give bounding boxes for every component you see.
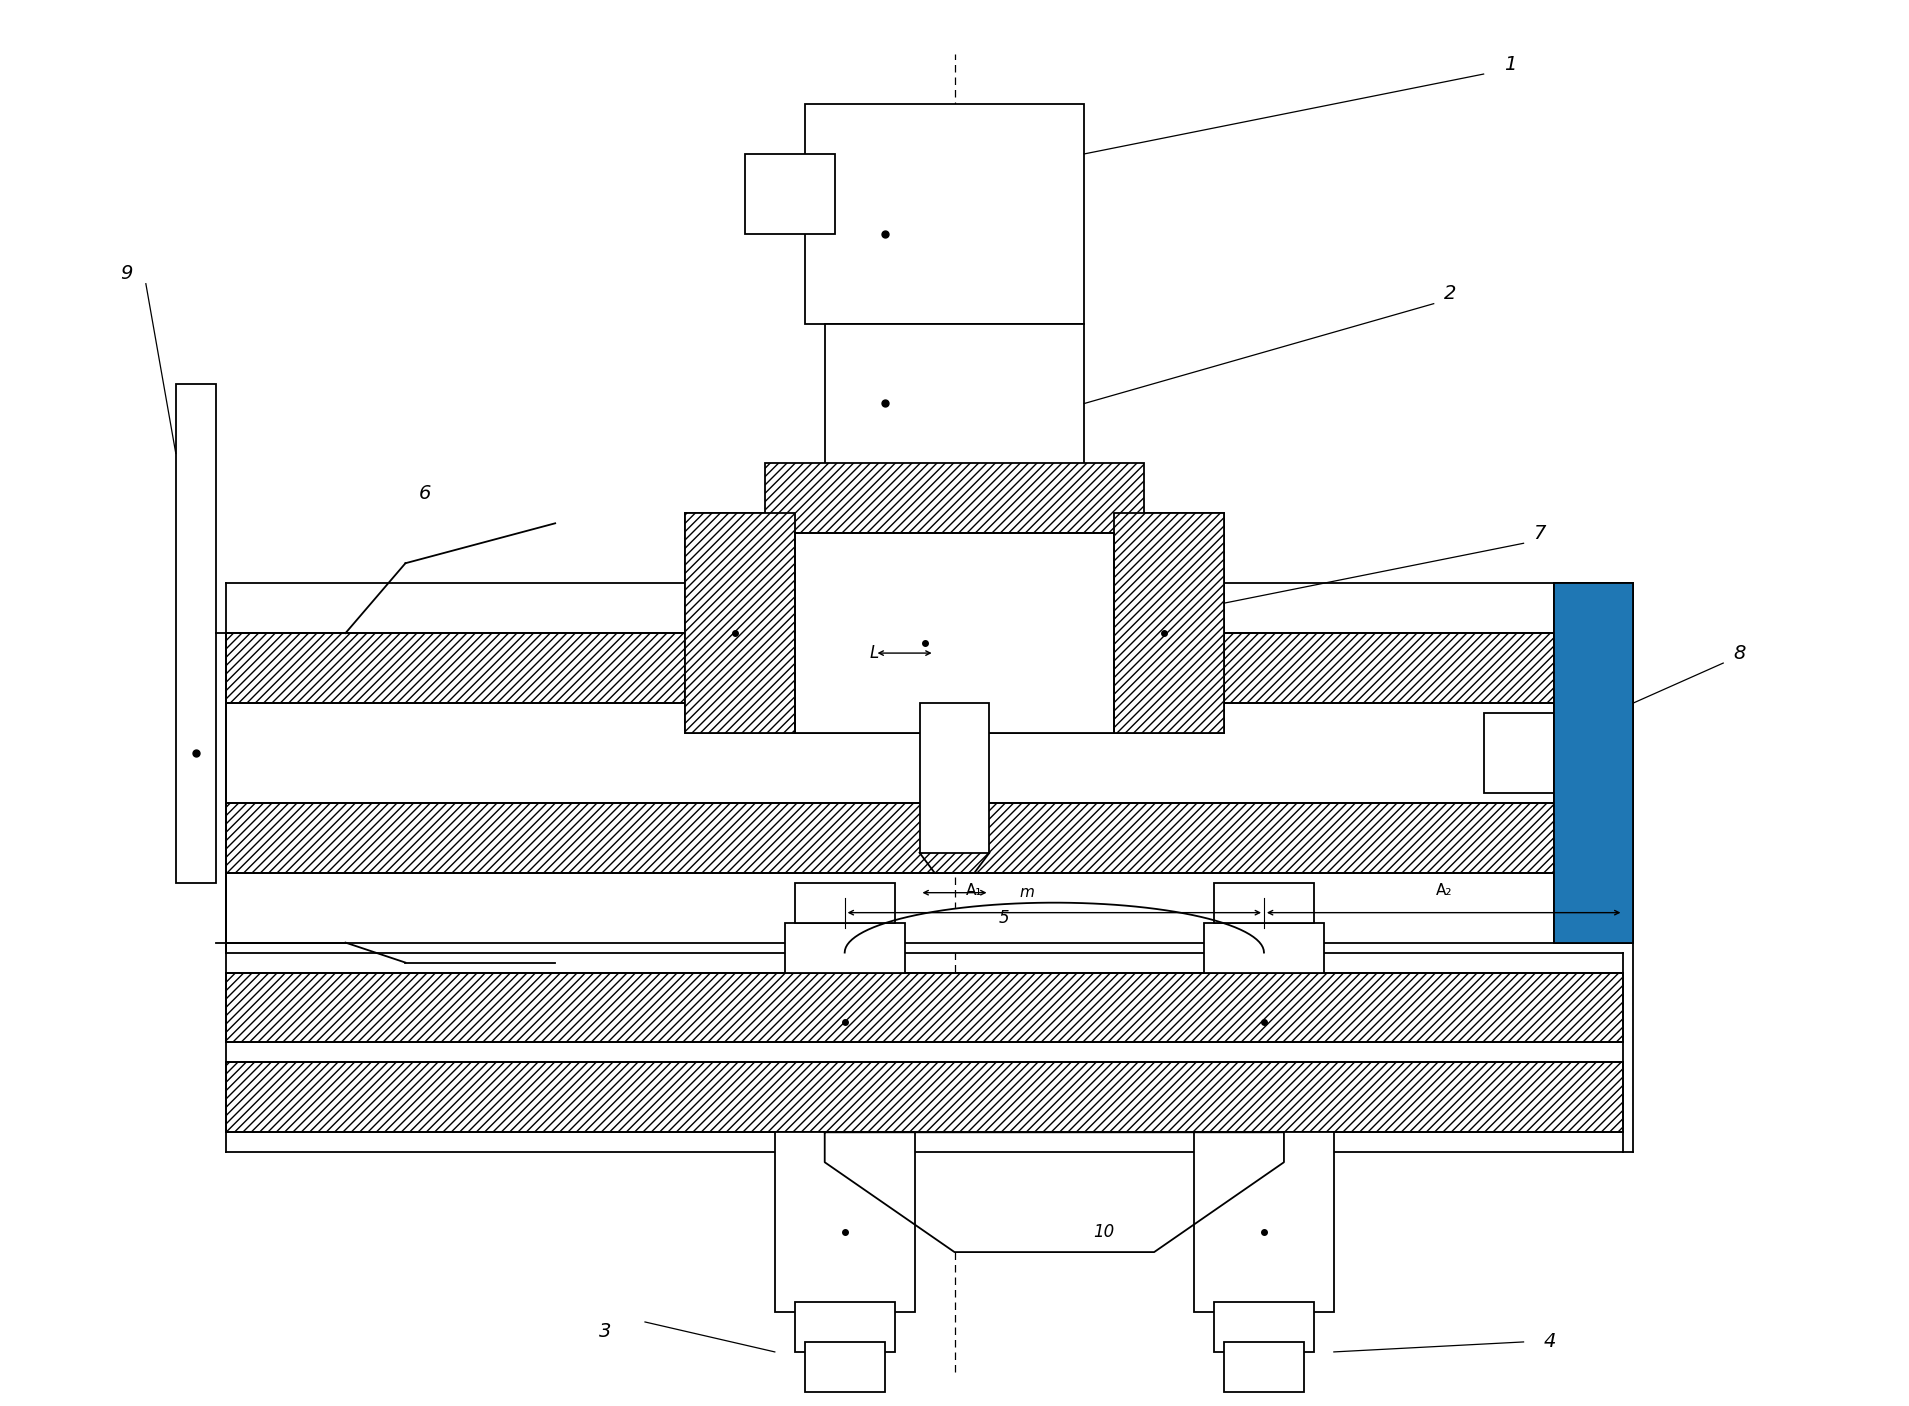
Bar: [225, 633, 1623, 703]
Polygon shape: [825, 1132, 1285, 1253]
Text: 2: 2: [1443, 284, 1457, 304]
Text: 5: 5: [998, 908, 1010, 927]
Text: A₂: A₂: [1436, 883, 1453, 897]
Bar: [794, 1302, 895, 1353]
Bar: [1205, 922, 1323, 973]
Bar: [225, 1063, 1623, 1132]
Bar: [1195, 1132, 1334, 1312]
Bar: [225, 1042, 1623, 1063]
Bar: [806, 1341, 884, 1392]
Text: 10: 10: [1094, 1223, 1115, 1241]
Bar: [225, 703, 1623, 803]
Text: 4: 4: [1544, 1333, 1556, 1351]
Bar: [785, 922, 905, 973]
Bar: [685, 513, 794, 733]
Bar: [225, 973, 1623, 1042]
Bar: [685, 513, 1224, 733]
Bar: [1224, 1341, 1304, 1392]
Text: 8: 8: [1733, 644, 1745, 662]
Text: L: L: [871, 644, 880, 662]
Text: 7: 7: [1533, 524, 1546, 543]
Bar: [1554, 583, 1634, 942]
Bar: [1554, 583, 1634, 942]
Bar: [920, 703, 989, 853]
Bar: [176, 384, 216, 883]
Bar: [794, 883, 895, 922]
Bar: [794, 533, 1115, 733]
Text: A₁: A₁: [966, 883, 983, 897]
Bar: [225, 803, 1623, 873]
Bar: [1214, 1302, 1313, 1353]
Bar: [806, 104, 1084, 323]
Polygon shape: [844, 903, 1264, 953]
Bar: [775, 1132, 914, 1312]
Text: 3: 3: [599, 1323, 611, 1341]
Bar: [1483, 713, 1554, 793]
Text: 6: 6: [420, 484, 431, 503]
Bar: [745, 153, 834, 233]
Text: 1: 1: [1504, 55, 1516, 73]
Bar: [1214, 883, 1313, 922]
Text: 9: 9: [120, 264, 132, 283]
Bar: [1115, 513, 1224, 733]
Bar: [766, 464, 1143, 533]
Bar: [825, 323, 1084, 474]
Text: m: m: [1019, 886, 1035, 900]
